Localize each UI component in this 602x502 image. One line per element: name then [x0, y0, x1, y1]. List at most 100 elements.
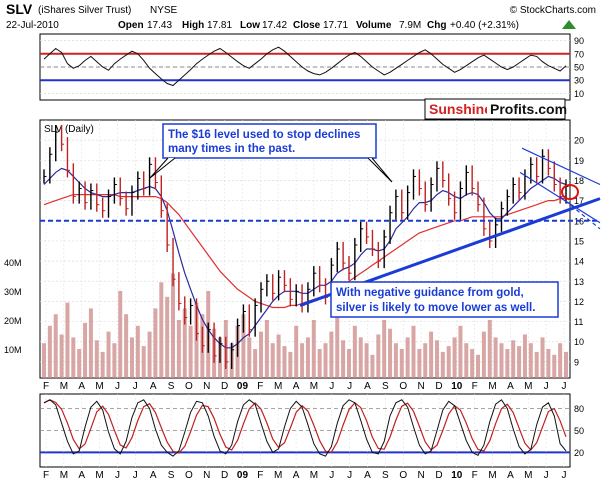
volume-bar	[499, 343, 504, 378]
stochastic-x-tick-label: J	[562, 470, 567, 481]
volume-bar	[77, 349, 82, 378]
volume-bar	[106, 331, 111, 378]
price-x-tick-label: S	[382, 381, 389, 392]
volume-bar	[399, 349, 404, 378]
volume-bar	[270, 343, 275, 378]
rsi-tick-label: 50	[574, 63, 584, 73]
annotation-1-line-1: The $16 level used to stop declines	[168, 129, 360, 141]
open-value: 17.43	[147, 20, 172, 31]
volume-bar	[317, 349, 322, 378]
price-panel-title: SLV (Daily)	[44, 124, 94, 135]
price-tick-label: 13	[574, 277, 584, 287]
volume-bar	[382, 320, 387, 378]
chg-value: +0.40 (+2.31%)	[450, 20, 519, 31]
price-tick-label: 14	[574, 257, 584, 267]
stochastic-tick-label: 50	[574, 426, 584, 436]
rsi-panel: 90 70 50 30 10	[39, 33, 584, 101]
volume-bar	[358, 337, 363, 378]
volume-bar	[528, 343, 533, 378]
volume-bar	[429, 331, 434, 378]
volume-bar	[253, 349, 258, 378]
volume-tick-label: 10M	[4, 345, 22, 355]
annotation-gold-guidance: With negative guidance from gold, silver…	[330, 281, 559, 318]
volume-bar	[323, 343, 328, 378]
stochastic-x-tick-label: A	[364, 470, 371, 481]
price-x-tick-label: M	[524, 381, 532, 392]
price-x-tick-label: J	[562, 381, 567, 392]
price-x-tick-label: O	[185, 381, 193, 392]
volume-bar	[311, 320, 316, 378]
volume-bar	[282, 346, 287, 378]
volume-bar	[558, 343, 563, 378]
volume-bar	[94, 340, 99, 378]
volume-bar	[405, 337, 410, 378]
volume-bar	[300, 343, 305, 378]
volume-bar	[341, 340, 346, 378]
volume-bar	[288, 351, 293, 378]
exchange: NYSE	[150, 5, 178, 16]
volume-bar	[458, 325, 463, 378]
volume-bar	[141, 346, 146, 378]
volume-bar	[47, 325, 52, 378]
stochastic-x-tick-label: S	[168, 470, 175, 481]
price-tick-label: 17	[574, 196, 584, 206]
price-x-tick-label: S	[168, 381, 175, 392]
chg-label: Chg	[427, 20, 446, 31]
annotation-2-line-1: With negative guidance from gold,	[336, 287, 524, 299]
volume-bar	[434, 340, 439, 378]
volume-tick-label: 20M	[4, 316, 22, 326]
price-x-tick-label: A	[364, 381, 371, 392]
rsi-tick-label: 90	[574, 36, 584, 46]
sunshine-profits-logo: Sunshine Profits.com	[424, 98, 567, 120]
stochastic-x-tick-label: N	[417, 470, 424, 481]
price-x-tick-label: F	[472, 381, 478, 392]
price-x-tick-label: M	[488, 381, 496, 392]
stochastic-x-tick-label: F	[43, 470, 49, 481]
declining-support-line	[519, 171, 601, 224]
price-x-tick-label: A	[293, 381, 300, 392]
volume-bar	[364, 343, 369, 378]
price-x-tick-label: D	[435, 381, 442, 392]
stochastic-x-tick-label: O	[399, 470, 407, 481]
volume-bar	[552, 354, 557, 378]
chart-header: SLV (iShares Silver Trust) NYSE © StockC…	[6, 1, 596, 31]
stochastic-x-tick-label: M	[524, 470, 532, 481]
volume-bar	[129, 337, 134, 378]
volume-bar	[423, 343, 428, 378]
volume-bar	[346, 349, 351, 378]
volume-bar	[153, 308, 158, 378]
price-tick-label: 9	[574, 357, 579, 367]
volume-bar	[264, 320, 269, 378]
volume-bar	[517, 346, 522, 378]
volume-bar	[393, 343, 398, 378]
high-label: High	[182, 20, 204, 31]
volume-bar	[546, 349, 551, 378]
volume-bar	[135, 325, 140, 378]
close-label: Close	[293, 20, 321, 31]
volume-bar	[335, 314, 340, 378]
close-value: 17.71	[323, 20, 348, 31]
price-tick-label: 15	[574, 236, 584, 246]
price-x-tick-label: 10	[451, 381, 463, 392]
price-x-tick-label: J	[347, 381, 352, 392]
stochastic-x-tick-label: S	[382, 470, 389, 481]
volume-bar	[376, 334, 381, 378]
stochastic-x-tick-label: J	[133, 470, 138, 481]
stochastic-x-tick-label: J	[544, 470, 549, 481]
low-value: 17.42	[262, 20, 287, 31]
stochastic-x-tick-label: A	[150, 470, 157, 481]
price-x-tick-label: F	[43, 381, 49, 392]
volume-bar	[176, 320, 181, 378]
price-x-tick-label: J	[115, 381, 120, 392]
volume-bar	[481, 331, 486, 378]
price-tick-label: 18	[574, 176, 584, 186]
intersection-highlight-circle	[561, 184, 579, 200]
annotation-support-level: The $16 level used to stop declines many…	[149, 123, 393, 183]
price-x-tick-label: N	[203, 381, 210, 392]
price-x-tick-label: M	[95, 381, 103, 392]
volume-bar	[534, 351, 539, 378]
volume-bar	[124, 314, 129, 378]
price-tick-label: 12	[574, 297, 584, 307]
volume-bar	[440, 351, 445, 378]
volume-bar	[370, 354, 375, 378]
